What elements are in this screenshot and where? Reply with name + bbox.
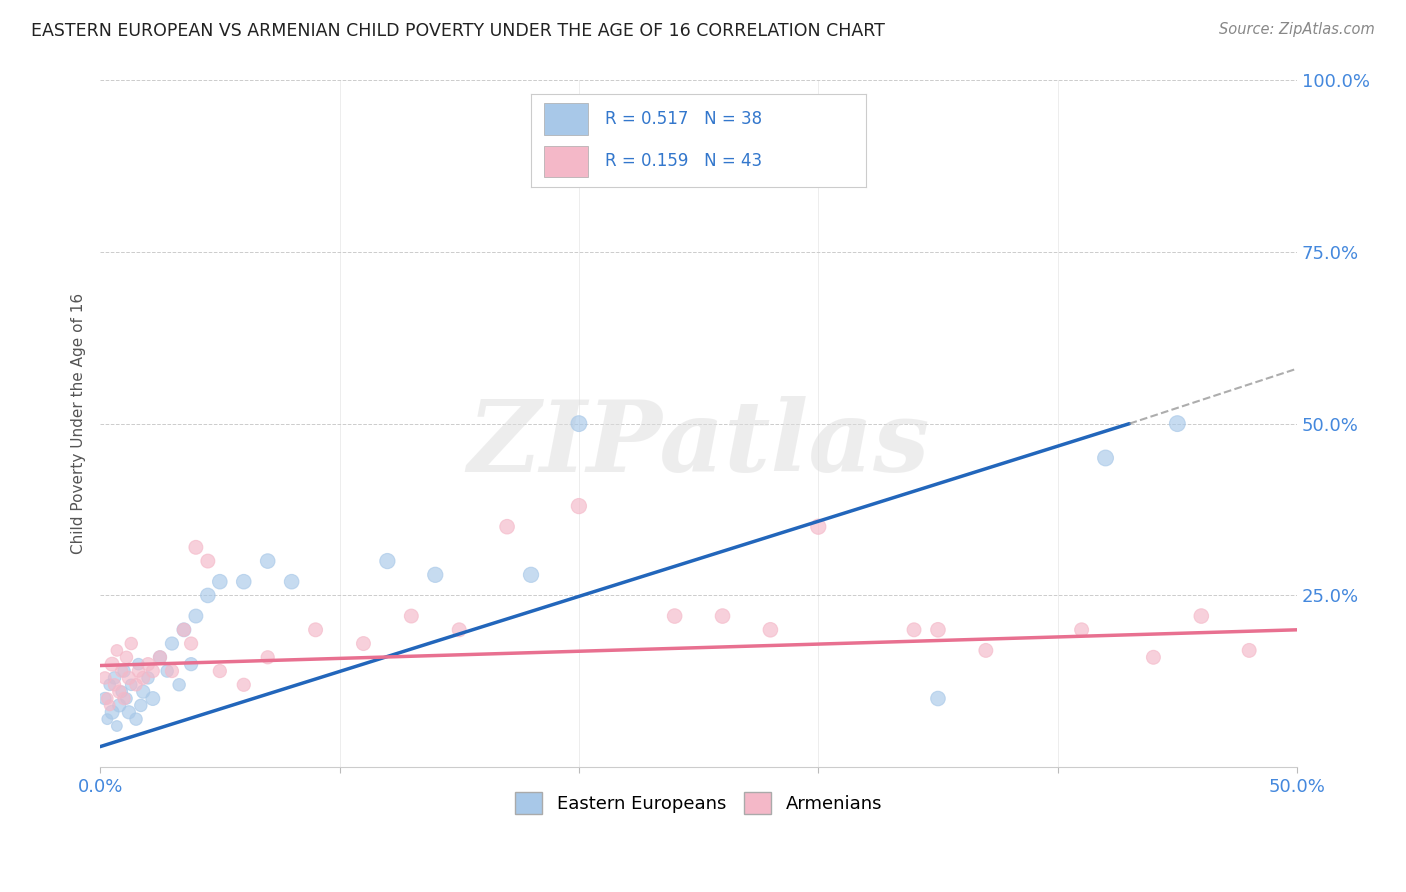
Point: [449, 623, 471, 637]
Point: [96, 691, 118, 706]
Point: [94, 691, 117, 706]
Point: [197, 554, 219, 568]
Point: [98, 698, 121, 713]
Y-axis label: Child Poverty Under the Age of 16: Child Poverty Under the Age of 16: [72, 293, 86, 554]
Point: [180, 636, 202, 650]
Text: EASTERN EUROPEAN VS ARMENIAN CHILD POVERTY UNDER THE AGE OF 16 CORRELATION CHART: EASTERN EUROPEAN VS ARMENIAN CHILD POVER…: [31, 22, 884, 40]
Point: [496, 519, 519, 533]
Point: [118, 671, 141, 685]
Point: [232, 678, 254, 692]
Point: [197, 589, 219, 603]
Point: [132, 684, 155, 698]
Point: [401, 609, 423, 624]
Point: [664, 609, 686, 624]
Point: [568, 499, 591, 513]
Point: [105, 643, 128, 657]
Point: [304, 623, 326, 637]
Point: [115, 691, 138, 706]
Point: [184, 541, 207, 555]
Point: [927, 691, 949, 706]
Point: [711, 609, 734, 624]
Point: [173, 623, 195, 637]
Point: [184, 609, 207, 624]
Point: [167, 678, 190, 692]
Point: [112, 691, 135, 706]
Point: [142, 664, 165, 678]
Point: [353, 636, 375, 650]
Point: [1142, 650, 1164, 665]
Text: ZIPatlas: ZIPatlas: [467, 396, 929, 492]
Point: [105, 719, 128, 733]
Point: [256, 554, 278, 568]
Point: [136, 657, 159, 672]
Point: [568, 417, 591, 431]
Point: [160, 636, 183, 650]
Point: [108, 684, 131, 698]
Point: [232, 574, 254, 589]
Point: [1070, 623, 1092, 637]
Point: [927, 623, 949, 637]
Point: [903, 623, 925, 637]
Point: [1189, 609, 1212, 624]
Text: Source: ZipAtlas.com: Source: ZipAtlas.com: [1219, 22, 1375, 37]
Point: [1237, 643, 1260, 657]
Point: [129, 698, 152, 713]
Point: [142, 691, 165, 706]
Point: [256, 650, 278, 665]
Point: [115, 650, 138, 665]
Point: [108, 698, 131, 713]
Point: [98, 678, 121, 692]
Point: [1166, 417, 1188, 431]
Point: [101, 657, 124, 672]
Point: [125, 712, 148, 726]
Point: [425, 567, 447, 582]
Point: [208, 574, 231, 589]
Point: [120, 636, 142, 650]
Legend: Eastern Europeans, Armenians: Eastern Europeans, Armenians: [506, 783, 891, 823]
Point: [103, 671, 125, 685]
Point: [120, 678, 142, 692]
Point: [759, 623, 782, 637]
Point: [111, 664, 134, 678]
Point: [132, 671, 155, 685]
Point: [807, 519, 830, 533]
Point: [377, 554, 399, 568]
Point: [127, 664, 149, 678]
Point: [112, 664, 135, 678]
Point: [520, 567, 543, 582]
Point: [180, 657, 202, 672]
Point: [759, 162, 782, 177]
Point: [127, 657, 149, 672]
Point: [160, 664, 183, 678]
Point: [974, 643, 997, 657]
Point: [173, 623, 195, 637]
Point: [280, 574, 302, 589]
Point: [208, 664, 231, 678]
Point: [101, 706, 124, 720]
Point: [94, 671, 117, 685]
Point: [111, 684, 134, 698]
Point: [149, 650, 172, 665]
Point: [156, 664, 179, 678]
Point: [149, 650, 172, 665]
Point: [125, 678, 148, 692]
Point: [118, 706, 141, 720]
Point: [136, 671, 159, 685]
Point: [96, 712, 118, 726]
Point: [1094, 450, 1116, 465]
Point: [103, 678, 125, 692]
